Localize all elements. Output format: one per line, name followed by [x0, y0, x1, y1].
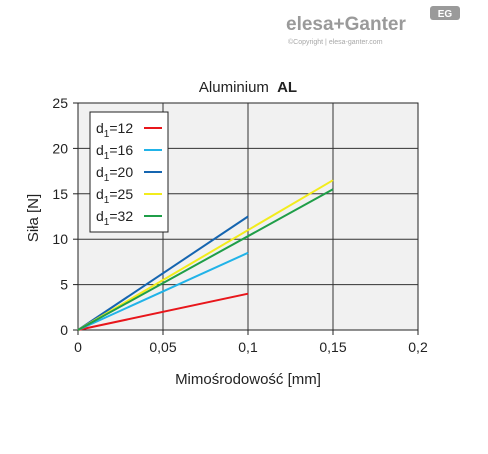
legend-label-main: d — [96, 186, 104, 202]
y-axis-ticks: 0 5 10 15 20 25 — [52, 95, 78, 338]
legend-label-value: =12 — [109, 120, 133, 136]
series-line-d1-12 — [77, 292, 249, 331]
legend-label-sub: 1 — [104, 173, 110, 184]
x-tick-label: 0 — [74, 339, 82, 355]
series-line-d1-25 — [77, 179, 334, 331]
legend-label-value: =20 — [109, 164, 133, 180]
x-tick-label: 0,15 — [319, 339, 346, 355]
series-lines — [77, 179, 334, 331]
brand-logo: elesa+Ganter EG ©Copyright | elesa-gante… — [286, 6, 460, 46]
legend-label-sub: 1 — [104, 151, 110, 162]
y-tick-label: 25 — [52, 95, 68, 111]
legend-label-main: d — [96, 164, 104, 180]
y-tick-label: 15 — [52, 186, 68, 202]
legend-label-main: d — [96, 120, 104, 136]
chart-title-main: Aluminium — [199, 79, 269, 96]
brand-badge — [430, 6, 460, 20]
legend-label: d1=32 — [96, 208, 133, 228]
legend-label-main: d — [96, 208, 104, 224]
brand-badge-text: EG — [438, 9, 453, 20]
y-axis-label: Siła [N] — [25, 194, 42, 242]
brand-logo-text: elesa+Ganter — [286, 14, 406, 35]
x-axis-label: Mimośrodowość [mm] — [175, 371, 321, 388]
legend-label-sub: 1 — [104, 217, 110, 228]
chart-title: Aluminium AL — [199, 79, 297, 96]
legend-label-value: =25 — [109, 186, 133, 202]
legend-label: d1=16 — [96, 142, 133, 162]
legend-label-value: =16 — [109, 142, 133, 158]
chart-title-bold: AL — [277, 79, 297, 96]
y-tick-label: 10 — [52, 231, 68, 247]
y-tick-label: 5 — [60, 277, 68, 293]
brand-copyright: ©Copyright | elesa-ganter.com — [288, 38, 383, 46]
legend-label-value: =32 — [109, 208, 133, 224]
x-axis-ticks: 0 0,05 0,1 0,15 0,2 — [74, 330, 428, 355]
x-tick-label: 0,2 — [408, 339, 428, 355]
y-tick-label: 0 — [60, 322, 68, 338]
y-tick-label: 20 — [52, 140, 68, 156]
series-line-d1-16 — [77, 251, 249, 331]
legend-label-main: d — [96, 142, 104, 158]
legend-label: d1=12 — [96, 120, 133, 140]
series-line-d1-32 — [77, 188, 334, 331]
legend-label: d1=20 — [96, 164, 133, 184]
legend-label-sub: 1 — [104, 129, 110, 140]
series-line-d1-20 — [77, 215, 249, 331]
legend-label: d1=25 — [96, 186, 133, 206]
legend-label-sub: 1 — [104, 195, 110, 206]
x-tick-label: 0,05 — [149, 339, 176, 355]
x-tick-label: 0,1 — [238, 339, 258, 355]
